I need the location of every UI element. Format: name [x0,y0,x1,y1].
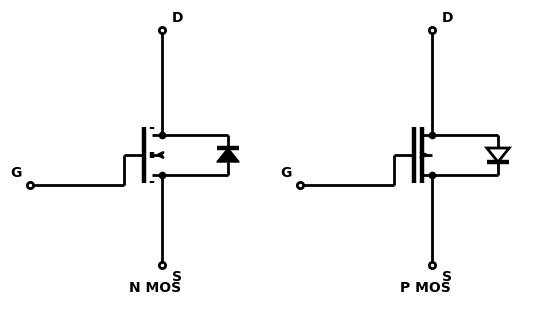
Text: N MOS: N MOS [129,281,181,295]
Polygon shape [487,148,509,162]
Text: G: G [10,166,22,180]
Text: S: S [442,270,452,284]
Text: D: D [172,11,184,25]
Text: S: S [172,270,182,284]
Text: G: G [281,166,292,180]
Text: P MOS: P MOS [399,281,450,295]
Text: D: D [442,11,454,25]
Polygon shape [217,148,239,162]
